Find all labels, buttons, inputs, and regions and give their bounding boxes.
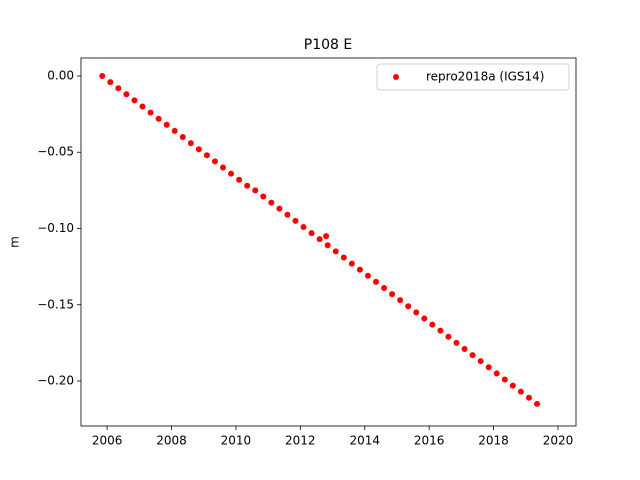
- data-point: [260, 193, 267, 200]
- x-tick-label: 2018: [478, 434, 509, 448]
- legend-box: [376, 63, 570, 91]
- data-point: [236, 176, 243, 183]
- data-point: [509, 382, 516, 389]
- data-point: [252, 187, 259, 194]
- data-point: [356, 266, 363, 273]
- data-point: [228, 170, 235, 177]
- data-point: [389, 291, 396, 298]
- y-tick-label: −0.15: [37, 297, 74, 311]
- data-point: [421, 315, 428, 322]
- y-axis-label: m: [8, 236, 22, 248]
- data-point: [445, 333, 452, 340]
- x-tick-label: 2012: [285, 434, 316, 448]
- data-point: [276, 205, 283, 212]
- data-point: [316, 236, 323, 243]
- data-point: [220, 164, 227, 171]
- data-point: [300, 223, 307, 230]
- x-tick-label: 2006: [92, 434, 123, 448]
- data-point: [179, 133, 186, 140]
- data-point: [203, 152, 210, 159]
- x-tick-label: 2016: [414, 434, 445, 448]
- data-point: [373, 278, 380, 285]
- data-point: [485, 364, 492, 371]
- data-point: [107, 79, 114, 86]
- data-point: [155, 115, 162, 122]
- data-point: [115, 85, 122, 92]
- x-tick-label: 2014: [349, 434, 380, 448]
- data-point: [268, 199, 275, 206]
- data-point: [323, 233, 330, 240]
- legend-label: repro2018a (IGS14): [426, 70, 544, 84]
- data-point: [131, 97, 138, 104]
- data-point: [477, 358, 484, 365]
- data-point: [171, 127, 178, 134]
- data-point: [534, 400, 541, 407]
- data-point: [437, 327, 444, 334]
- data-point: [469, 352, 476, 359]
- data-point: [340, 254, 347, 261]
- data-point: [163, 121, 170, 128]
- y-tick-label: −0.05: [37, 145, 74, 159]
- data-point: [517, 388, 524, 395]
- chart-title: P108 E: [304, 37, 352, 53]
- data-point: [525, 394, 532, 401]
- data-point: [244, 182, 251, 189]
- legend-marker: [393, 74, 399, 80]
- data-point: [405, 303, 412, 310]
- y-tick-label: 0.00: [47, 68, 74, 82]
- data-point: [453, 339, 460, 346]
- data-point: [324, 242, 331, 249]
- data-point: [493, 370, 500, 377]
- data-point: [308, 230, 315, 237]
- data-point: [123, 91, 130, 98]
- data-point: [364, 272, 371, 279]
- data-point: [381, 284, 388, 291]
- data-point: [139, 103, 146, 110]
- x-tick-label: 2008: [156, 434, 187, 448]
- plot-frame: [80, 57, 577, 427]
- data-point: [195, 146, 202, 153]
- x-tick-label: 2010: [221, 434, 252, 448]
- data-point: [397, 297, 404, 304]
- data-point: [332, 248, 339, 255]
- y-tick-label: −0.20: [37, 374, 74, 388]
- x-tick-label: 2020: [543, 434, 574, 448]
- data-point: [348, 260, 355, 267]
- data-point: [99, 72, 106, 79]
- data-point: [187, 140, 194, 147]
- data-point: [211, 158, 218, 165]
- data-point: [413, 309, 420, 316]
- data-point: [147, 109, 154, 116]
- data-point: [292, 217, 299, 224]
- data-point: [429, 321, 436, 328]
- y-tick-label: −0.10: [37, 221, 74, 235]
- data-point: [461, 345, 468, 352]
- data-point: [284, 211, 291, 218]
- data-point: [501, 376, 508, 383]
